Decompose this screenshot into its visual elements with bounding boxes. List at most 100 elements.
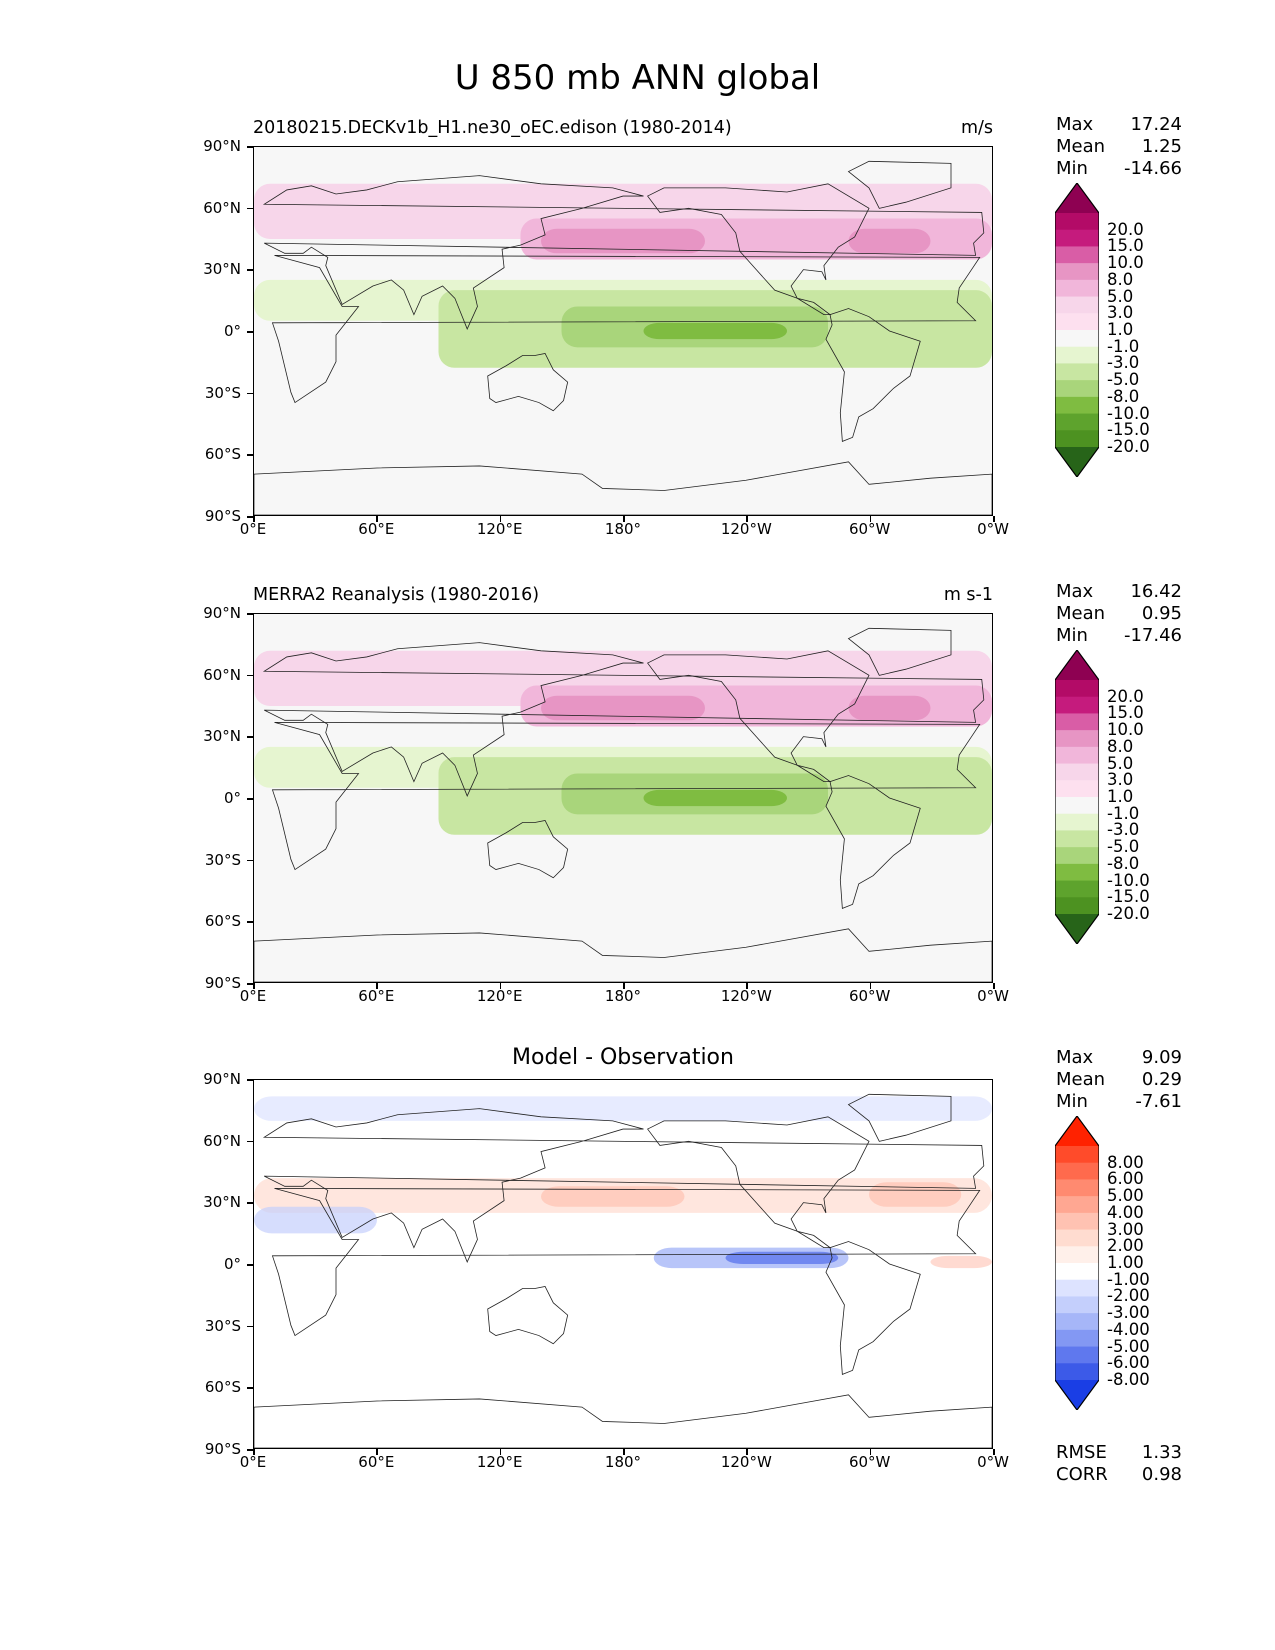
colorbar-segment bbox=[1055, 730, 1099, 748]
stat-value: 9.09 bbox=[1141, 1047, 1182, 1068]
lat-tick-label: 30°N bbox=[203, 260, 241, 279]
stat-value: -14.66 bbox=[1123, 158, 1182, 179]
colorbar-tick-label: -20.0 bbox=[1107, 437, 1150, 456]
colorbar-tick-label: -10.0 bbox=[1107, 870, 1150, 890]
lon-tick bbox=[499, 983, 502, 989]
colorbar-segment bbox=[1055, 1229, 1099, 1247]
colorbar-tick-label: -3.0 bbox=[1107, 353, 1140, 373]
lon-tick-label: 120°E bbox=[476, 987, 523, 1005]
colorbar-segment bbox=[1055, 1162, 1099, 1180]
colorbar-segment bbox=[1055, 1363, 1099, 1381]
colorbar-tick-label: -10.0 bbox=[1107, 403, 1150, 423]
colorbar-segment bbox=[1055, 246, 1099, 264]
lat-tick-label: 60°N bbox=[203, 665, 241, 684]
lon-tick-label: 60°W bbox=[848, 987, 891, 1005]
lat-tick-label: 30°S bbox=[204, 383, 241, 402]
colorbar-top-extend bbox=[1055, 183, 1099, 213]
map-svg bbox=[254, 147, 992, 515]
colorbar-segment bbox=[1055, 263, 1099, 281]
colorbar-tick-label: 3.00 bbox=[1107, 1219, 1144, 1239]
stat-label: Min bbox=[1056, 158, 1088, 179]
lat-tick bbox=[247, 1449, 253, 1451]
colorbar-segment bbox=[1055, 1346, 1099, 1364]
lon-tick bbox=[376, 983, 378, 989]
colorbar-segment bbox=[1055, 880, 1099, 898]
colorbar-tick-label: -15.0 bbox=[1107, 887, 1150, 907]
colorbar-bottom-extend bbox=[1055, 447, 1099, 477]
stat-label: Min bbox=[1056, 1091, 1088, 1112]
stat-label: Max bbox=[1056, 581, 1094, 602]
colorbar-segment bbox=[1055, 363, 1099, 381]
lon-tick bbox=[993, 1449, 995, 1455]
panel-difference: Model - Observation 90°N 60°N 30°N 0° 30°S 60°… bbox=[0, 1045, 1275, 1491]
colorbar-tick-label: -3.0 bbox=[1107, 820, 1140, 840]
colorbar-segment bbox=[1055, 780, 1099, 798]
lon-tick-label: 120°W bbox=[720, 1453, 772, 1471]
lat-tick bbox=[247, 736, 253, 738]
lon-tick bbox=[253, 1449, 255, 1455]
lat-tick-label: 60°S bbox=[204, 445, 241, 464]
map-plot bbox=[253, 146, 993, 516]
lon-tick bbox=[499, 516, 502, 522]
lat-tick bbox=[247, 983, 253, 985]
colorbar-tick-label: 8.0 bbox=[1107, 269, 1134, 289]
lat-tick-label: 90°N bbox=[203, 137, 241, 155]
stat-value: 1.25 bbox=[1141, 136, 1182, 157]
stats-box: Max 17.24 Mean 1.25 Min -14.66 bbox=[1056, 114, 1182, 180]
colorbar-tick-label: 5.0 bbox=[1107, 753, 1134, 773]
lat-tick bbox=[247, 1140, 253, 1143]
colorbar-segment bbox=[1055, 897, 1099, 915]
colorbar-segment bbox=[1055, 213, 1099, 231]
colorbar-tick-label: 3.0 bbox=[1107, 770, 1134, 790]
lat-tick bbox=[247, 1079, 253, 1081]
colorbar-tick-label: -15.0 bbox=[1107, 420, 1150, 440]
lon-tick bbox=[869, 983, 872, 989]
colorbar-segment bbox=[1055, 346, 1099, 364]
stat-value: 0.95 bbox=[1141, 603, 1182, 624]
lon-tick-label: 0°W bbox=[977, 1453, 1009, 1471]
lon-tick-label: 120°E bbox=[476, 520, 523, 538]
lat-tick-label: 30°S bbox=[204, 850, 241, 869]
lat-tick-label: 90°N bbox=[203, 1070, 241, 1088]
metrics-box: RMSE 1.33 CORR 0.98 bbox=[1056, 1442, 1182, 1486]
stat-value: -7.61 bbox=[1135, 1091, 1182, 1112]
colorbar-segment bbox=[1055, 430, 1099, 448]
lon-tick bbox=[253, 516, 255, 522]
map-plot bbox=[253, 1079, 993, 1449]
colorbar-tick-label: 15.0 bbox=[1107, 703, 1144, 723]
colorbar-segment bbox=[1055, 1313, 1099, 1331]
lat-tick-label: 90°S bbox=[204, 1440, 241, 1458]
colorbar-segment bbox=[1055, 380, 1099, 398]
colorbar-segment bbox=[1055, 713, 1099, 731]
colorbar-tick-label: 15.0 bbox=[1107, 236, 1144, 256]
map-svg bbox=[254, 614, 992, 982]
colorbar-segment bbox=[1055, 413, 1099, 431]
lat-tick bbox=[247, 921, 253, 923]
colorbar-tick-label: 4.00 bbox=[1107, 1202, 1144, 1222]
lat-tick bbox=[247, 146, 253, 148]
colorbar-tick-label: 3.0 bbox=[1107, 303, 1134, 323]
lon-tick-label: 120°W bbox=[720, 987, 772, 1005]
colorbar-tick-label: -6.00 bbox=[1107, 1353, 1150, 1373]
lon-tick bbox=[623, 516, 625, 522]
stat-label: Max bbox=[1056, 114, 1094, 135]
lat-tick-label: 0° bbox=[223, 1255, 241, 1273]
map-svg bbox=[254, 1080, 992, 1448]
colorbar-top-extend bbox=[1055, 1116, 1099, 1146]
colorbar-segment bbox=[1055, 1212, 1099, 1231]
lon-tick bbox=[623, 1449, 625, 1455]
colorbar-tick-label: 10.0 bbox=[1107, 720, 1144, 740]
colorbar-tick-label: 6.00 bbox=[1107, 1169, 1144, 1189]
lon-tick-label: 0°E bbox=[239, 520, 267, 538]
stats-box: Max 16.42 Mean 0.95 Min -17.46 bbox=[1056, 581, 1182, 647]
colorbar-segment bbox=[1055, 1296, 1099, 1314]
lon-tick-label: 0°W bbox=[977, 520, 1009, 538]
colorbar-segment bbox=[1055, 746, 1099, 765]
lat-tick-label: 30°N bbox=[203, 727, 241, 746]
colorbar-tick-label: -5.00 bbox=[1107, 1336, 1150, 1356]
lon-tick-label: 0°W bbox=[977, 987, 1009, 1005]
lat-tick-label: 0° bbox=[223, 789, 241, 807]
lon-tick bbox=[869, 1449, 872, 1455]
lat-tick-label: 60°S bbox=[204, 1378, 241, 1397]
colorbar-segment bbox=[1055, 1146, 1099, 1164]
